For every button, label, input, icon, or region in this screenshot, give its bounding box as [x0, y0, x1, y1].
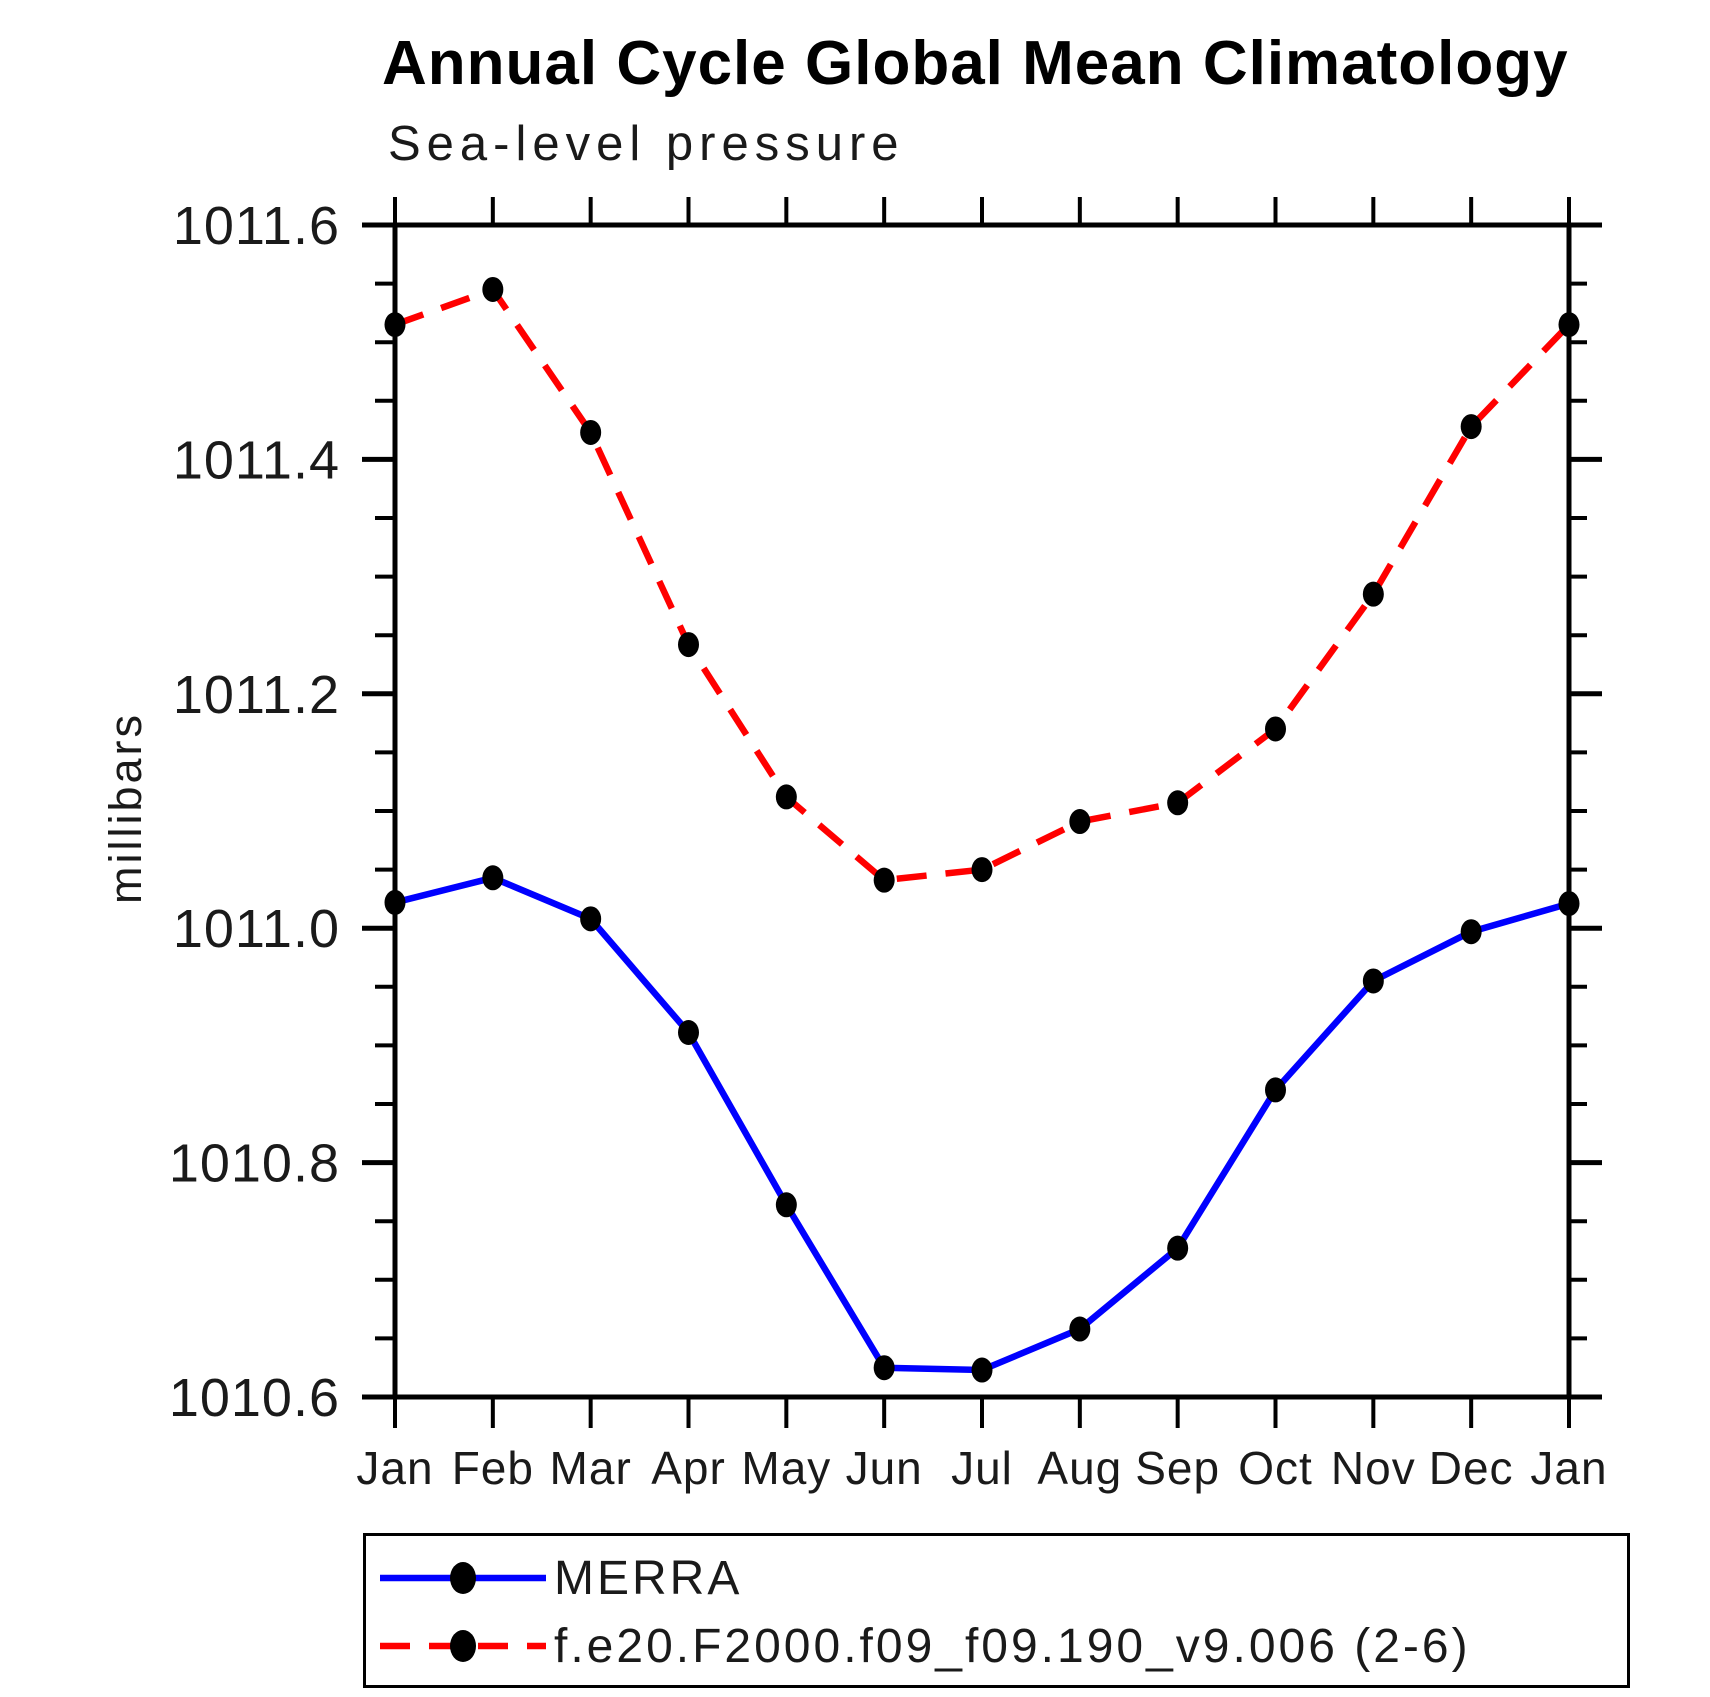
data-point-marker [1362, 968, 1384, 994]
data-point-marker [1362, 581, 1384, 607]
data-point-marker [775, 1192, 797, 1218]
data-point-marker [1558, 891, 1580, 917]
x-tick-label: Feb [452, 1442, 534, 1494]
series-line-1 [393, 285, 1572, 884]
data-point-marker [482, 276, 504, 302]
x-tick-label: Aug [1037, 1442, 1122, 1494]
data-point-marker [482, 865, 504, 891]
legend: MERRA f.e20.F2000.f09_f09.190_v9.006 (2-… [363, 1533, 1630, 1688]
data-point-marker [1167, 1235, 1189, 1261]
data-point-marker [1167, 790, 1189, 816]
data-point-marker [1265, 716, 1286, 742]
x-tick-label: Nov [1331, 1442, 1416, 1494]
data-point-marker [1558, 312, 1580, 338]
data-point-marker [580, 419, 602, 445]
data-point-marker [384, 312, 406, 338]
legend-swatch-merra-line-icon [380, 1562, 546, 1594]
data-point-marker [1069, 1316, 1091, 1342]
data-point-marker [580, 906, 602, 932]
x-tick-label: Sep [1135, 1442, 1220, 1494]
legend-label-merra: MERRA [554, 1551, 743, 1605]
data-point-marker [873, 867, 895, 893]
data-point-marker [775, 784, 797, 810]
data-point-marker [873, 1355, 895, 1381]
y-tick-label: 1011.6 [173, 196, 340, 256]
data-point-marker [971, 857, 993, 883]
data-point-marker [1460, 919, 1482, 945]
x-tick-label: Apr [651, 1442, 726, 1494]
chart-subtitle: Sea-level pressure [388, 117, 905, 171]
x-tick-label: Jun [846, 1442, 923, 1494]
data-point-marker [1069, 809, 1091, 835]
data-point-marker [678, 632, 699, 658]
x-tick-label: Jan [1530, 1442, 1607, 1494]
data-point-marker [384, 889, 406, 915]
x-tick-label: Jan [356, 1442, 433, 1494]
legend-item-merra: MERRA [378, 1548, 742, 1608]
y-tick-label: 1011.0 [173, 899, 340, 959]
data-point-marker [1265, 1077, 1286, 1103]
x-tick-label: Jul [951, 1442, 1013, 1494]
legend-marker-sample [450, 1630, 476, 1662]
y-tick-label: 1011.4 [173, 430, 340, 490]
data-point-marker [1460, 414, 1482, 440]
data-point-marker [678, 1020, 699, 1046]
x-tick-label: Oct [1238, 1442, 1313, 1494]
x-tick-label: May [741, 1442, 831, 1494]
chart-title: Annual Cycle Global Mean Climatology [382, 29, 1569, 98]
series-line-0 [394, 874, 1570, 1374]
legend-swatch-model-line-icon [380, 1630, 546, 1662]
legend-marker-sample [450, 1562, 476, 1594]
y-tick-label: 1011.2 [173, 665, 340, 725]
legend-label-model: f.e20.F2000.f09_f09.190_v9.006 (2-6) [554, 1619, 1471, 1673]
data-point-marker [971, 1357, 993, 1383]
y-tick-label: 1010.8 [169, 1134, 340, 1194]
plot-frame [392, 222, 1572, 1400]
legend-item-model: f.e20.F2000.f09_f09.190_v9.006 (2-6) [378, 1616, 1471, 1676]
x-tick-label: Dec [1429, 1442, 1514, 1494]
x-tick-label: Mar [550, 1442, 632, 1494]
y-tick-label: 1010.6 [169, 1368, 340, 1428]
